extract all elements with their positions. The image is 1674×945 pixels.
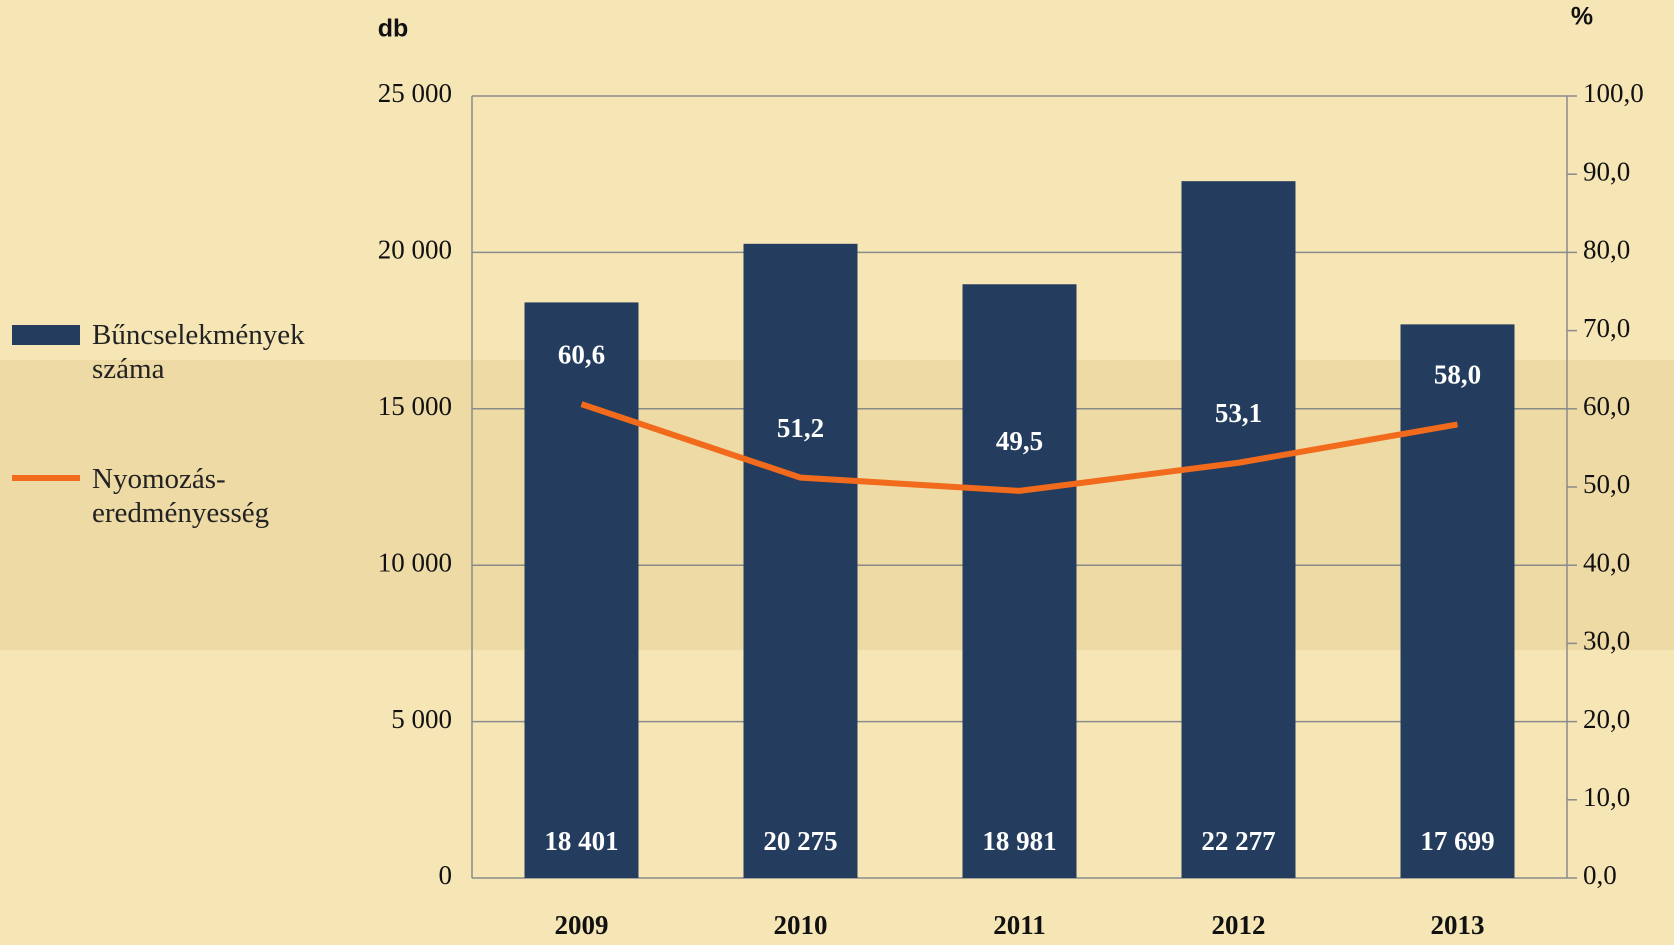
x-tick-label: 2013 (1431, 910, 1485, 940)
y2-tick-label: 60,0 (1583, 391, 1630, 421)
bar (1182, 181, 1296, 878)
y-tick-label: 10 000 (378, 547, 452, 577)
line-value-label: 49,5 (996, 426, 1043, 456)
bar (744, 244, 858, 878)
y-tick-label: 20 000 (378, 235, 452, 265)
y2-axis-label: % (1571, 3, 1593, 31)
x-tick-label: 2012 (1212, 910, 1266, 940)
y2-tick-label: 70,0 (1583, 313, 1630, 343)
y2-tick-label: 80,0 (1583, 235, 1630, 265)
y2-tick-label: 90,0 (1583, 156, 1630, 186)
bar-value-label: 22 277 (1201, 826, 1275, 856)
bar (1401, 324, 1515, 878)
y-tick-label: 25 000 (378, 78, 452, 108)
y-tick-label: 15 000 (378, 391, 452, 421)
x-tick-label: 2009 (555, 910, 609, 940)
bar (525, 302, 639, 878)
bar-value-label: 20 275 (763, 826, 837, 856)
bar-value-label: 18 981 (982, 826, 1056, 856)
bar-value-label: 18 401 (544, 826, 618, 856)
bar (963, 284, 1077, 878)
chart: db % 0 5 000 10 000 15 000 20 000 25 000 0,0 10… (0, 0, 1674, 945)
line-value-label: 53,1 (1215, 398, 1262, 428)
y2-tick-label: 50,0 (1583, 469, 1630, 499)
y2-tick-label: 20,0 (1583, 704, 1630, 734)
page: db % 0 5 000 10 000 15 000 20 000 25 000 0,0 10… (0, 0, 1674, 945)
y2-tick-label: 40,0 (1583, 547, 1630, 577)
y2-tick-label: 10,0 (1583, 782, 1630, 812)
x-tick-label: 2011 (993, 910, 1046, 940)
y-tick-label: 0 (439, 860, 453, 890)
x-tick-label: 2010 (774, 910, 828, 940)
y2-tick-label: 0,0 (1583, 860, 1617, 890)
line-value-label: 60,6 (558, 339, 605, 369)
y-tick-label: 5 000 (391, 704, 452, 734)
y2-tick-label: 30,0 (1583, 626, 1630, 656)
y-axis-label: db (378, 15, 409, 43)
bar-value-label: 17 699 (1420, 826, 1494, 856)
y2-tick-label: 100,0 (1583, 78, 1644, 108)
line-value-label: 58,0 (1434, 360, 1481, 390)
line-value-label: 51,2 (777, 413, 824, 443)
